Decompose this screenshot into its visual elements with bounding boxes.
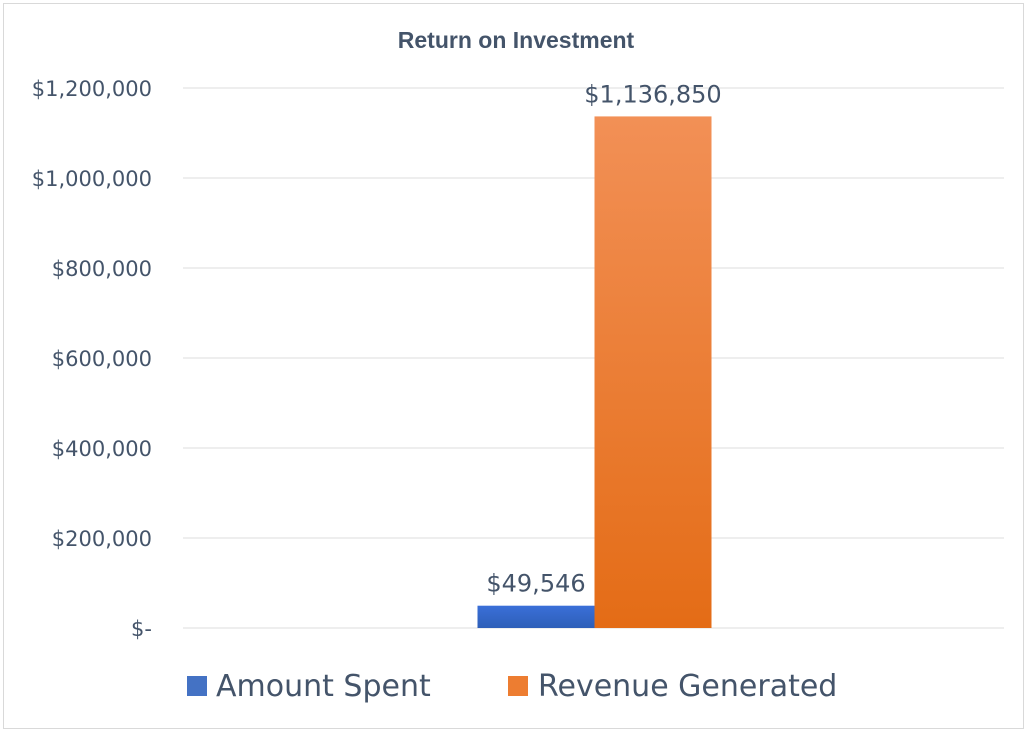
legend: Amount Spent Revenue Generated: [187, 669, 837, 704]
legend-swatch: [187, 676, 207, 696]
bars: [477, 116, 712, 628]
legend-label: Revenue Generated: [538, 669, 837, 704]
data-labels: $49,546 $1,136,850: [486, 80, 721, 597]
bar-amount-spent: [477, 605, 595, 628]
y-tick-label: $600,000: [52, 347, 152, 371]
y-tick-label: $400,000: [52, 437, 152, 461]
y-tick-label: $200,000: [52, 527, 152, 551]
bar-revenue-generated: [594, 116, 712, 628]
y-axis-tick-labels: $- $200,000 $400,000 $600,000 $800,000 $1,000…: [32, 77, 152, 641]
y-tick-label: $1,000,000: [32, 167, 152, 191]
legend-label: Amount Spent: [216, 669, 431, 704]
y-tick-label: $1,200,000: [32, 77, 152, 101]
y-tick-label: $800,000: [52, 257, 152, 281]
data-label: $49,546: [486, 570, 585, 598]
data-label: $1,136,850: [584, 80, 721, 108]
y-tick-label: $-: [131, 617, 152, 641]
legend-swatch: [508, 676, 528, 696]
gridlines: [183, 87, 1004, 629]
chart-title: Return on Investment: [398, 27, 635, 53]
